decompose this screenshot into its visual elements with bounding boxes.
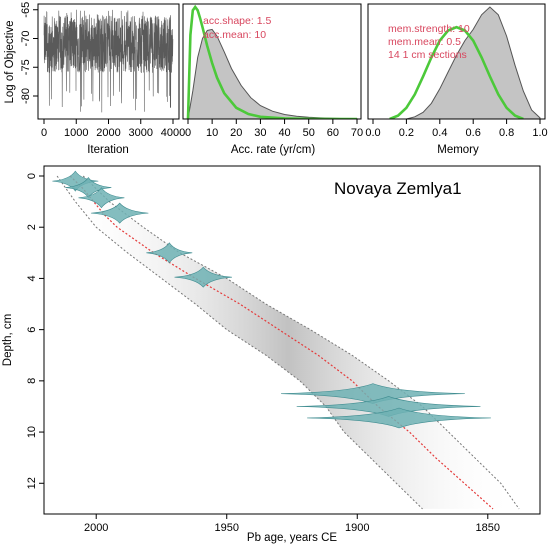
acc-rate-annotation-mean: acc.mean: 10 bbox=[203, 29, 266, 41]
pb-date-3 bbox=[78, 187, 125, 209]
x-tick-label: 2000 bbox=[96, 127, 120, 139]
y-tick-label: 10 bbox=[26, 426, 38, 438]
log-objective-panel: 0 1000 2000 3000 4000 -65 -70 -75 -80 Iteration… bbox=[4, 2, 185, 156]
age-depth-median-line bbox=[69, 175, 494, 510]
age-depth-x-axis: 2000 1950 1900 1850 bbox=[84, 514, 500, 534]
pb-date-6 bbox=[174, 266, 232, 288]
y-tick-label: -75 bbox=[20, 59, 32, 75]
memory-annotation-strength: mem.strength: 10 bbox=[388, 23, 470, 35]
y-tick-label: -80 bbox=[20, 88, 32, 104]
x-tick-label: 50 bbox=[303, 127, 315, 139]
x-tick-label: 40 bbox=[278, 127, 290, 139]
acc-rate-x-axis: 0 10 20 30 40 50 60 70 bbox=[185, 119, 363, 139]
acc-rate-prior-curve bbox=[186, 4, 358, 119]
x-tick-label: 30 bbox=[254, 127, 266, 139]
x-tick-label: 1000 bbox=[64, 127, 88, 139]
objective-trace-line bbox=[43, 9, 174, 113]
x-tick-label: 0 bbox=[41, 127, 47, 139]
pb-date-5 bbox=[146, 242, 193, 264]
pb-date-7 bbox=[281, 383, 465, 404]
x-tick-label: 1950 bbox=[214, 522, 238, 534]
memory-x-label: Memory bbox=[437, 144, 479, 156]
x-tick-label: 0 bbox=[185, 127, 191, 139]
memory-annotation-sections: 14 1 cm sections bbox=[388, 49, 467, 61]
age-depth-uncertainty-shading bbox=[57, 176, 520, 509]
y-tick-label: 2 bbox=[26, 224, 38, 230]
log-objective-trace bbox=[43, 9, 174, 113]
accumulation-rate-panel: 0 10 20 30 40 50 60 70 acc.shape: 1.5 acc.mean:… bbox=[182, 3, 363, 156]
age-depth-y-label: Depth, cm bbox=[2, 314, 14, 366]
age-depth-y-axis: 0 2 4 6 8 10 12 bbox=[26, 173, 44, 489]
memory-panel: 0.0 0.2 0.4 0.6 0.8 1.0 mem.strength: 10 mem.… bbox=[365, 3, 548, 156]
y-tick-label: 8 bbox=[26, 378, 38, 384]
x-tick-label: 0.8 bbox=[499, 127, 514, 139]
pb-date-4 bbox=[90, 202, 149, 224]
x-tick-label: 0.4 bbox=[432, 127, 447, 139]
memory-prior-curve bbox=[389, 25, 524, 119]
y-tick-label: 0 bbox=[26, 173, 38, 179]
memory-annotation-mean: mem.mean: 0.5 bbox=[388, 36, 461, 48]
age-depth-frame bbox=[43, 165, 541, 515]
age-depth-envelope-young bbox=[56, 175, 423, 510]
log-objective-y-label: Log of Objective bbox=[4, 20, 16, 103]
y-tick-label: 12 bbox=[26, 477, 38, 489]
x-tick-label: 60 bbox=[327, 127, 339, 139]
x-tick-label: 0.2 bbox=[399, 127, 414, 139]
x-tick-label: 4000 bbox=[161, 127, 185, 139]
x-tick-label: 0.6 bbox=[466, 127, 481, 139]
x-tick-label: 0.0 bbox=[365, 127, 380, 139]
y-tick-label: 6 bbox=[26, 327, 38, 333]
x-tick-label: 20 bbox=[230, 127, 242, 139]
acc-rate-x-label: Acc. rate (yr/cm) bbox=[231, 144, 316, 156]
log-objective-x-label: Iteration bbox=[87, 144, 129, 156]
age-depth-panel: 2000 1950 1900 1850 0 2 4 6 8 10 12 Novaya Zemlya… bbox=[2, 165, 541, 544]
log-objective-y-axis: -65 -70 -75 -80 bbox=[20, 2, 38, 104]
x-tick-label: 1850 bbox=[476, 522, 500, 534]
pb-dates bbox=[52, 170, 491, 429]
y-tick-label: -70 bbox=[20, 31, 32, 47]
x-tick-label: 3000 bbox=[129, 127, 153, 139]
pb-date-8 bbox=[296, 396, 481, 417]
x-tick-label: 10 bbox=[206, 127, 218, 139]
x-tick-label: 70 bbox=[351, 127, 363, 139]
pb-date-9 bbox=[307, 407, 491, 429]
log-objective-x-axis: 0 1000 2000 3000 4000 bbox=[41, 119, 185, 139]
acc-rate-posterior-area bbox=[187, 28, 358, 119]
memory-posterior-area bbox=[406, 6, 541, 119]
y-tick-label: -65 bbox=[20, 2, 32, 18]
y-tick-label: 4 bbox=[26, 275, 38, 281]
memory-frame bbox=[367, 3, 546, 120]
x-tick-label: 1.0 bbox=[532, 127, 547, 139]
x-tick-label: 1900 bbox=[345, 522, 369, 534]
memory-x-axis: 0.0 0.2 0.4 0.6 0.8 1.0 bbox=[365, 119, 548, 139]
pb-date-2 bbox=[65, 176, 112, 199]
x-tick-label: 2000 bbox=[84, 522, 108, 534]
core-title: Novaya Zemlya1 bbox=[334, 179, 462, 198]
acc-rate-frame bbox=[182, 3, 362, 120]
acc-rate-annotation-shape: acc.shape: 1.5 bbox=[203, 15, 271, 27]
age-depth-x-label: Pb age, years CE bbox=[247, 532, 337, 544]
